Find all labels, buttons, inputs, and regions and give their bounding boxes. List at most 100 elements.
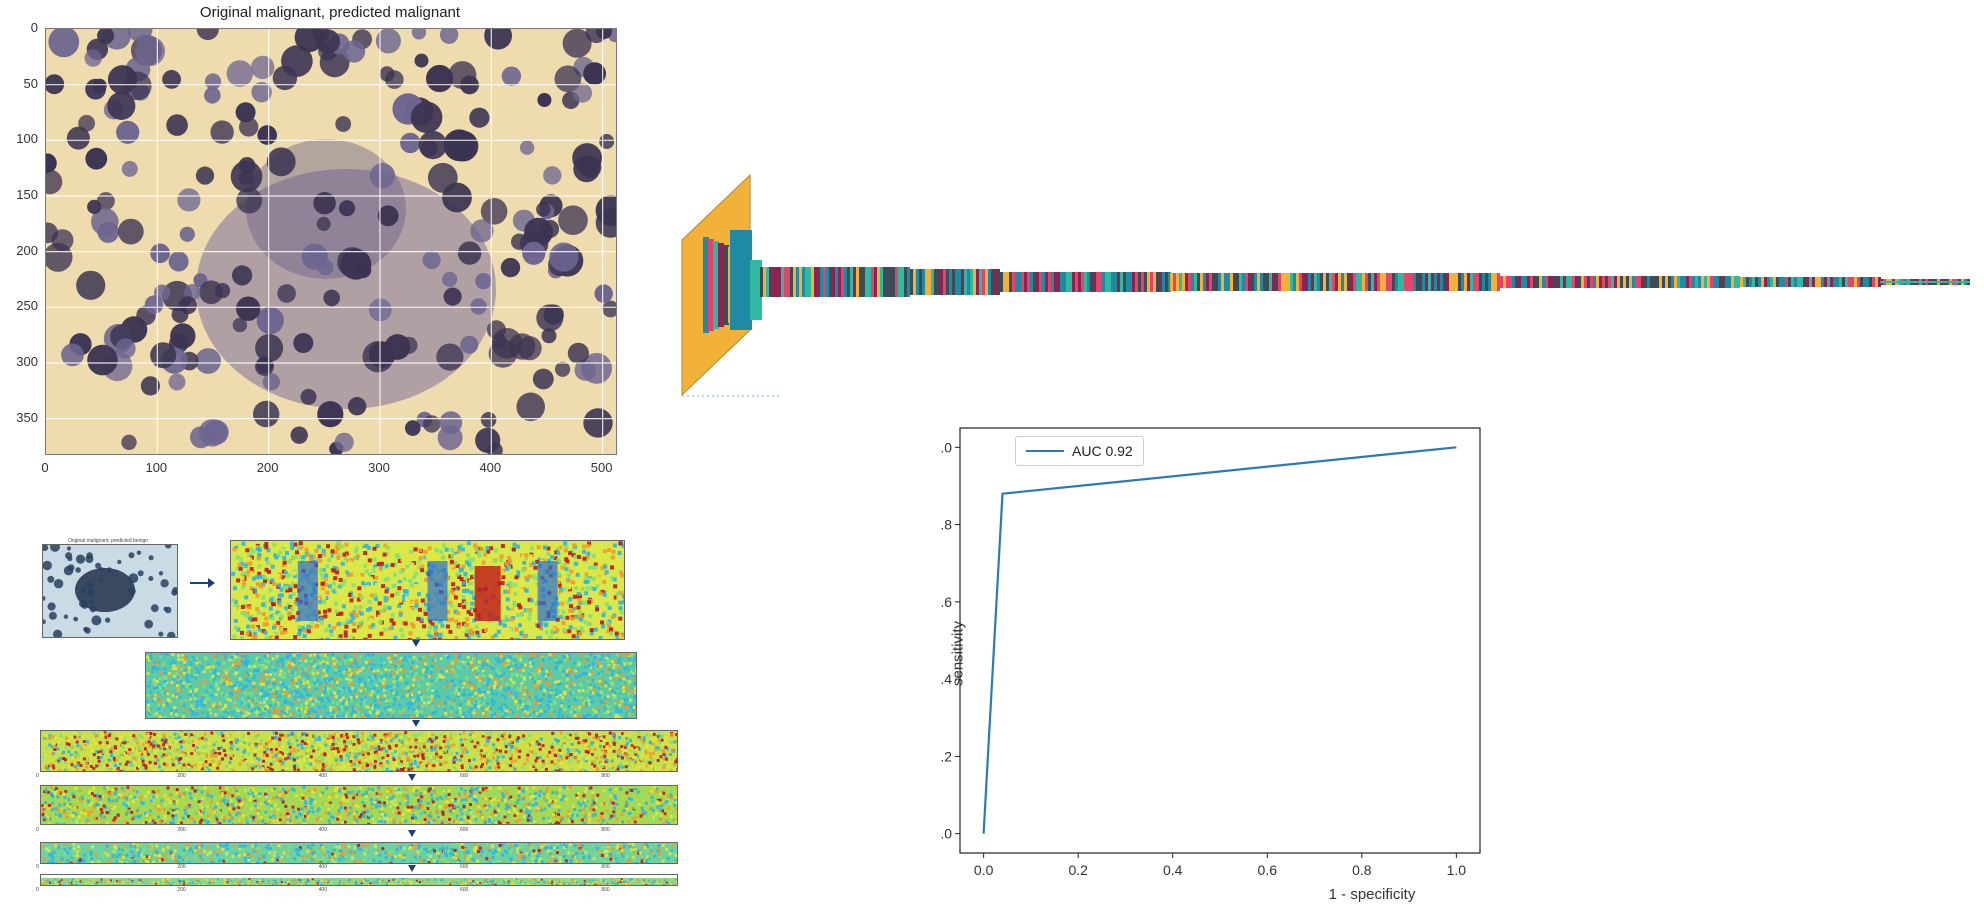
feature-map-cell <box>504 682 508 686</box>
feature-map-cell <box>512 696 516 700</box>
feature-map-cell <box>469 630 474 635</box>
feature-map-cell <box>555 688 559 692</box>
feature-map-cell <box>379 740 383 744</box>
feature-map-cell <box>239 636 244 639</box>
feature-map-cell <box>146 672 150 676</box>
feature-map-cell <box>514 627 519 632</box>
feature-map-cell <box>471 593 476 598</box>
feature-map-cell <box>72 768 76 771</box>
feature-map-cell <box>241 541 246 546</box>
feature-map-cell <box>149 653 153 657</box>
feature-map-cell <box>216 766 220 770</box>
feature-map-cell <box>302 732 306 735</box>
feature-map-cell <box>315 661 319 665</box>
feature-map-cell <box>264 545 269 550</box>
feature-map-cell <box>479 749 483 753</box>
feature-map-cell <box>499 570 504 575</box>
feature-map-cell <box>78 736 82 740</box>
feature-map-cell <box>555 769 559 771</box>
feature-map-cell <box>331 653 335 657</box>
feature-map-cell <box>375 739 379 743</box>
feature-map-cell <box>593 762 597 765</box>
feature-map-cell <box>381 584 386 589</box>
feature-map-cell <box>497 660 501 663</box>
feature-map-cell <box>477 702 481 706</box>
feature-map-cell <box>199 765 203 769</box>
feature-map-cell <box>490 696 494 700</box>
feature-map-cell <box>600 566 605 571</box>
feature-map-cell <box>257 655 261 659</box>
feature-map-cell <box>292 757 296 761</box>
feature-map-cell <box>444 547 449 552</box>
feature-map-cell <box>113 759 117 762</box>
feature-map-cell <box>503 702 506 706</box>
feature-map-cell <box>341 702 345 706</box>
feature-map-cell <box>163 668 167 672</box>
cell <box>500 257 521 278</box>
feature-map-cell <box>396 684 399 688</box>
feature-map-cell <box>438 673 442 677</box>
feature-map-cell <box>599 739 603 742</box>
feature-map-cell <box>595 733 598 737</box>
feature-map-cell <box>314 663 318 667</box>
feature-map-cell <box>239 657 243 661</box>
feature-map-cell <box>322 552 327 557</box>
feature-map-cell <box>345 570 350 575</box>
feature-map-cell <box>508 710 512 714</box>
feature-map-cell <box>381 756 385 760</box>
feature-map-cell <box>583 580 588 584</box>
cell <box>537 93 552 107</box>
feature-map-cell <box>560 592 564 597</box>
feature-map-cell <box>307 747 310 751</box>
feature-map-cell <box>243 748 247 752</box>
feature-map-cell <box>454 660 458 663</box>
feature-map-cell <box>159 715 163 718</box>
cell <box>410 101 443 134</box>
feature-map-cell <box>320 575 325 580</box>
feature-map-cell <box>607 619 612 624</box>
feature-map-cell <box>374 716 378 718</box>
feature-map-cell <box>372 676 376 680</box>
feature-map-cell <box>295 685 299 688</box>
feature-map-cell <box>228 658 232 662</box>
feature-map-cell <box>422 694 426 698</box>
feature-map-cell <box>247 704 251 708</box>
feature-map-cell <box>302 634 307 638</box>
feature-map-cell <box>280 682 284 686</box>
feature-map-cell <box>418 742 422 746</box>
feature-map-cell <box>603 629 607 634</box>
feature-map-cell <box>323 690 326 694</box>
feature-map-cell <box>581 689 585 692</box>
feature-map-cell <box>379 742 383 746</box>
feature-map-cell <box>379 664 383 668</box>
feature-map-cell <box>374 746 377 750</box>
feature-map-cell <box>597 672 600 676</box>
feature-map-cell <box>272 701 276 705</box>
feature-map-cell <box>458 710 462 714</box>
feature-map-cell <box>188 693 192 697</box>
feature-map-cell <box>512 600 517 605</box>
feature-map-cell <box>318 709 322 713</box>
feature-map-cell <box>500 544 505 548</box>
feature-map-cell <box>328 740 331 743</box>
feature-map-cell <box>348 568 353 573</box>
feature-map-cell <box>284 585 289 590</box>
feature-map-cell <box>331 568 336 573</box>
feature-map-cell <box>279 669 283 673</box>
feature-map-cell <box>311 758 315 762</box>
feature-map-cell <box>539 662 543 666</box>
feature-map-cell <box>584 575 589 580</box>
feature-map-cell <box>254 714 258 718</box>
feature-map-cell <box>574 559 579 563</box>
feature-map-cell <box>587 664 591 668</box>
feature-map-cell <box>580 654 584 658</box>
feature-map-cell <box>460 769 464 771</box>
feature-map-cell <box>560 731 563 735</box>
feature-map-cell <box>294 677 297 681</box>
cell <box>293 333 314 353</box>
feature-map-cell <box>312 762 316 765</box>
feature-map-cell <box>360 761 364 765</box>
feature-map-cell <box>489 731 493 735</box>
feature-map-cell <box>293 584 298 589</box>
feature-map-cell <box>347 579 352 584</box>
